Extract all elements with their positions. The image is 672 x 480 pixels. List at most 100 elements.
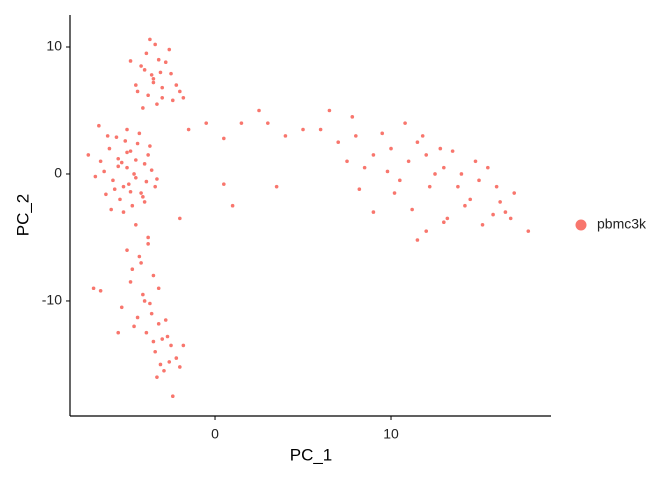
point (230, 203, 235, 208)
point (102, 169, 106, 174)
point (135, 89, 140, 94)
point (389, 146, 393, 151)
point (148, 144, 152, 148)
point (112, 187, 117, 192)
point (181, 95, 186, 100)
point (503, 210, 508, 214)
point (162, 368, 166, 373)
y-axis-title: PC_2 (13, 194, 32, 237)
point (125, 165, 129, 170)
point (170, 394, 175, 398)
point (97, 123, 101, 128)
point (142, 68, 147, 72)
point (116, 156, 121, 161)
point (153, 349, 157, 354)
point (336, 140, 341, 145)
point (128, 59, 133, 63)
point (144, 51, 149, 56)
point (146, 93, 150, 98)
point (498, 200, 502, 204)
point (186, 127, 191, 132)
point (385, 169, 390, 174)
point (392, 191, 397, 195)
point (142, 162, 147, 166)
point (266, 121, 270, 125)
point (116, 164, 121, 169)
point (156, 286, 161, 291)
point (327, 108, 332, 113)
point (371, 210, 376, 214)
point (121, 184, 126, 189)
point (508, 216, 513, 221)
point (146, 153, 150, 157)
point (178, 89, 182, 94)
point (137, 254, 142, 259)
point (178, 365, 182, 369)
point (153, 42, 157, 47)
point (144, 179, 149, 184)
point (128, 280, 133, 284)
legend-marker (575, 219, 587, 231)
point (450, 149, 455, 153)
point (125, 248, 129, 252)
point (130, 203, 135, 208)
point (415, 238, 420, 242)
point (167, 47, 172, 52)
point (163, 60, 168, 65)
point (144, 330, 149, 335)
point (86, 153, 91, 157)
point (119, 160, 124, 165)
point (438, 146, 443, 151)
point (151, 76, 156, 81)
point (142, 299, 147, 303)
point (459, 172, 464, 176)
point (178, 216, 182, 221)
point (158, 70, 163, 75)
point (169, 343, 173, 348)
point (491, 212, 495, 217)
point (116, 330, 121, 335)
y-tick-label: 10 (46, 38, 62, 54)
point (526, 229, 531, 233)
point (158, 362, 163, 367)
point (445, 216, 450, 221)
point (167, 360, 172, 364)
point (128, 189, 133, 194)
point (301, 127, 305, 132)
point (91, 286, 96, 291)
point (362, 165, 367, 170)
point (160, 85, 165, 90)
point (134, 222, 138, 227)
point (149, 311, 154, 316)
point (134, 175, 138, 180)
point (132, 324, 136, 329)
point (151, 339, 156, 344)
point (204, 121, 209, 125)
point (135, 315, 140, 320)
point (146, 235, 150, 240)
point (139, 261, 143, 265)
point (151, 273, 156, 278)
point (107, 146, 112, 151)
point (222, 182, 226, 186)
point (141, 106, 145, 110)
point (463, 203, 467, 208)
point (371, 153, 376, 157)
point (433, 172, 437, 176)
point (345, 159, 349, 164)
point (163, 318, 168, 322)
point (486, 165, 490, 170)
point (222, 136, 226, 141)
point (494, 184, 499, 189)
point (137, 131, 142, 136)
point (357, 187, 362, 192)
point (468, 197, 473, 202)
point (477, 178, 481, 183)
x-tick-label: 10 (383, 426, 399, 442)
point (480, 222, 485, 227)
point (142, 200, 147, 204)
point (257, 108, 261, 113)
point (149, 168, 154, 172)
point (318, 127, 323, 132)
point (473, 159, 478, 164)
